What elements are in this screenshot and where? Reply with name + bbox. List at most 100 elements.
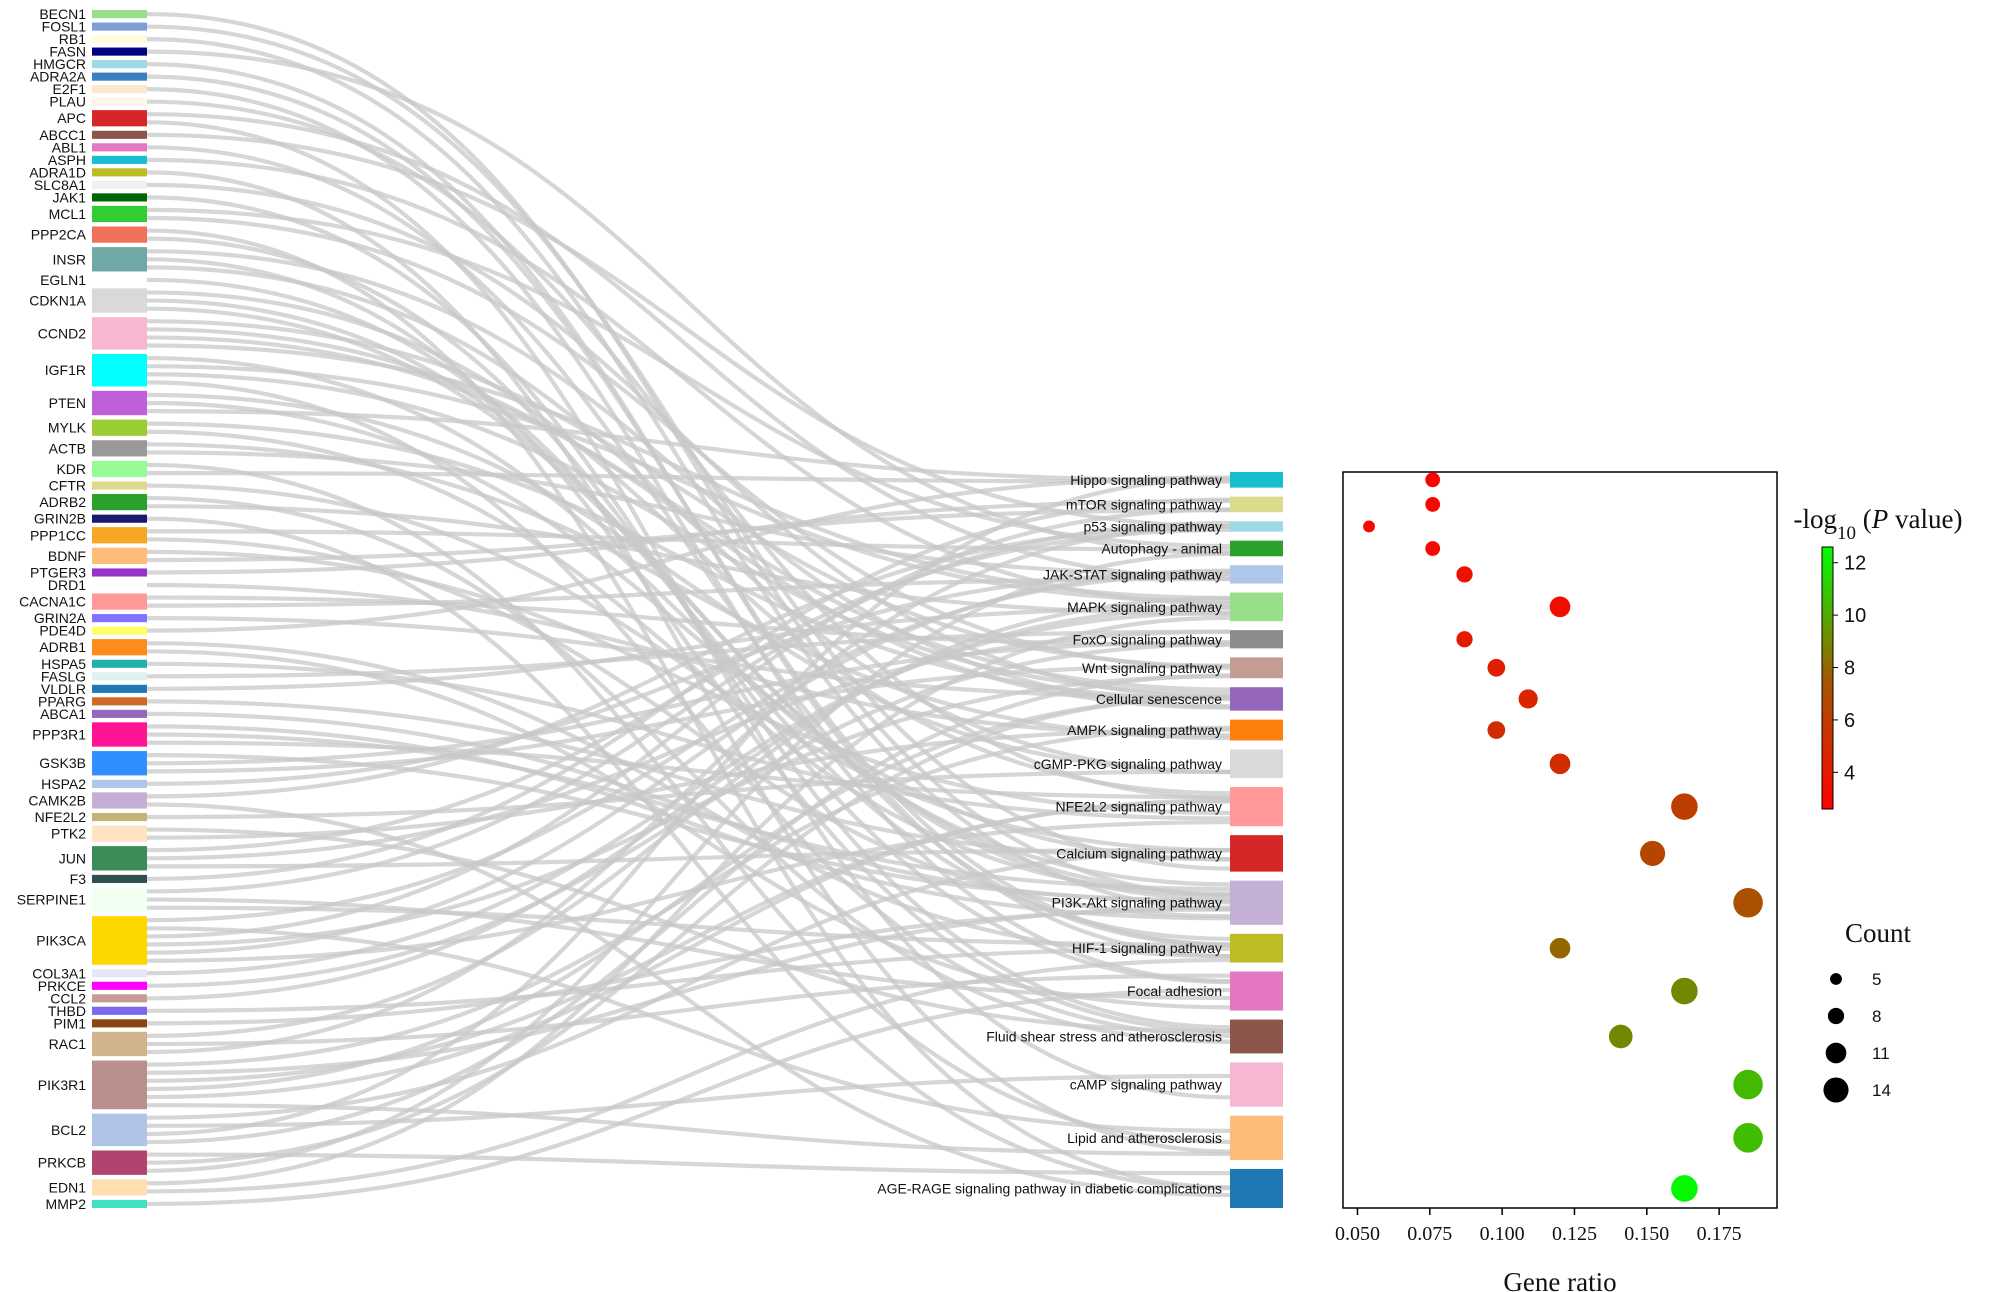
gene-node-ppp3r1 xyxy=(92,722,147,747)
gene-node-adra1d xyxy=(92,168,147,177)
color-tick-label: 12 xyxy=(1844,553,1866,575)
x-tick-label: 0.175 xyxy=(1697,1223,1742,1245)
pathway-node-mtor-signaling-pathway xyxy=(1230,496,1283,513)
pathway-label-calcium-signaling-pathway: Calcium signaling pathway xyxy=(1056,845,1222,861)
gene-node-actb xyxy=(92,440,147,457)
gene-label-rb1: RB1 xyxy=(59,31,86,47)
gene-node-bcl2 xyxy=(92,1113,147,1147)
pathway-label-mapk-signaling-pathway: MAPK signaling pathway xyxy=(1067,599,1222,615)
pathway-label-lipid-and-atherosclerosis: Lipid and atherosclerosis xyxy=(1067,1130,1222,1146)
gene-node-ccl2 xyxy=(92,994,147,1003)
dot-age-rage-signaling-pathway-in-diabetic-complications xyxy=(1671,1175,1698,1202)
sankey-link xyxy=(146,498,1231,575)
pathway-label-cgmp-pkg-signaling-pathway: cGMP-PKG signaling pathway xyxy=(1034,756,1222,772)
sankey-link xyxy=(146,848,1231,1120)
color-tick-label: 4 xyxy=(1844,762,1855,784)
sankey-link xyxy=(146,1103,1231,1156)
gene-label-nfe2l2: NFE2L2 xyxy=(35,809,87,825)
pathway-node-hif-1-signaling-pathway xyxy=(1230,933,1283,963)
pathway-label-autophagy-animal: Autophagy - animal xyxy=(1101,540,1222,556)
sankey-link xyxy=(146,516,1231,1191)
gene-node-hmgcr xyxy=(92,60,147,69)
gene-node-pik3r1 xyxy=(92,1060,147,1110)
gene-label-ppp1cc: PPP1CC xyxy=(30,527,86,543)
sankey-link xyxy=(146,132,1231,529)
pathway-node-wnt-signaling-pathway xyxy=(1230,657,1283,679)
gene-nodes: BECN1FOSL1RB1FASNHMGCRADRA2AE2F1PLAUAPCA… xyxy=(17,6,147,1212)
sankey-link xyxy=(146,145,1231,948)
sankey-link xyxy=(146,475,1231,633)
gene-label-camk2b: CAMK2B xyxy=(28,792,86,808)
gene-label-abl1: ABL1 xyxy=(52,139,86,155)
gene-label-abca1: ABCA1 xyxy=(40,706,86,722)
x-axis-ticks: 0.050 0.075 0.100 0.125 0.150 0.175 xyxy=(1335,1208,1742,1245)
gene-node-pde4d xyxy=(92,626,147,635)
sankey-link xyxy=(146,615,1231,1186)
gene-label-mmp2: MMP2 xyxy=(46,1196,87,1212)
gene-node-egln1 xyxy=(92,275,147,284)
gene-label-actb: ACTB xyxy=(49,440,86,456)
sankey-links xyxy=(146,11,1231,1207)
pathway-node-foxo-signaling-pathway xyxy=(1230,630,1283,649)
gene-node-e2f1 xyxy=(92,85,147,94)
gene-node-pparg xyxy=(92,697,147,706)
sankey-link xyxy=(146,673,1231,1145)
gene-node-mylk xyxy=(92,419,147,436)
gene-label-gsk3b: GSK3B xyxy=(39,755,86,771)
dot-cellular-senescence xyxy=(1518,689,1538,709)
sankey-link xyxy=(146,507,1231,939)
dots xyxy=(1363,472,1763,1202)
gene-label-ppp3r1: PPP3R1 xyxy=(32,727,86,743)
gene-node-drd1 xyxy=(92,580,147,590)
sankey-link xyxy=(146,521,1231,894)
gene-node-cftr xyxy=(92,481,147,490)
x-tick-label: 0.050 xyxy=(1335,1223,1380,1245)
gene-node-asph xyxy=(92,155,147,164)
gene-label-abcc1: ABCC1 xyxy=(39,127,86,143)
gene-node-adrb2 xyxy=(92,494,147,511)
gene-label-mylk: MYLK xyxy=(48,420,87,436)
pathway-node-autophagy-animal xyxy=(1230,540,1283,557)
pathway-node-cgmp-pkg-signaling-pathway xyxy=(1230,749,1283,779)
gene-node-f3 xyxy=(92,874,147,883)
pathway-label-foxo-signaling-pathway: FoxO signaling pathway xyxy=(1073,631,1222,647)
pathway-label-cellular-senescence: Cellular senescence xyxy=(1096,691,1222,707)
sankey-link xyxy=(146,470,1231,484)
dot-jak-stat-signaling-pathway xyxy=(1456,566,1473,583)
gene-node-ppp1cc xyxy=(92,527,147,544)
gene-node-grin2b xyxy=(92,514,147,523)
pathway-node-cellular-senescence xyxy=(1230,687,1283,711)
sankey-link xyxy=(146,576,1231,608)
dot-p53-signaling-pathway xyxy=(1363,520,1375,533)
gene-node-adrb1 xyxy=(92,639,147,656)
pathway-node-age-rage-signaling-pathway-in-diabetic-complications xyxy=(1230,1168,1283,1208)
gene-node-camk2b xyxy=(92,792,147,809)
sankey-link xyxy=(146,409,1231,483)
sankey-link xyxy=(146,327,1231,710)
gene-node-rac1 xyxy=(92,1031,147,1057)
dot-ampk-signaling-pathway xyxy=(1487,721,1506,739)
gene-node-ptger3 xyxy=(92,568,147,577)
gene-label-ppp2ca: PPP2CA xyxy=(31,227,87,243)
gene-label-pde4d: PDE4D xyxy=(39,623,86,639)
gene-label-pparg: PPARG xyxy=(38,693,86,709)
gene-node-jun xyxy=(92,846,147,871)
gene-label-insr: INSR xyxy=(53,251,86,267)
gene-label-ccl2: CCL2 xyxy=(50,990,86,1006)
gene-label-serpine1: SERPINE1 xyxy=(17,892,86,908)
sankey-link xyxy=(146,157,1231,606)
gene-node-nfe2l2 xyxy=(92,812,147,822)
pathway-label-ampk-signaling-pathway: AMPK signaling pathway xyxy=(1067,722,1222,738)
dot-lipid-and-atherosclerosis xyxy=(1733,1123,1763,1153)
gene-label-slc8a1: SLC8A1 xyxy=(34,177,86,193)
gene-label-pten: PTEN xyxy=(49,395,86,411)
gene-label-grin2b: GRIN2B xyxy=(34,511,86,527)
gene-label-kdr: KDR xyxy=(56,461,86,477)
gene-node-adra2a xyxy=(92,72,147,81)
gene-label-adrb2: ADRB2 xyxy=(39,494,86,510)
sankey-link xyxy=(146,973,1231,1047)
plot-frame xyxy=(1342,471,1778,1209)
gene-ratio-dot-plot: 0.050 0.075 0.100 0.125 0.150 0.175 Gene rati… xyxy=(1335,471,1778,1292)
gene-node-becn1 xyxy=(92,10,147,19)
pathway-node-p53-signaling-pathway xyxy=(1230,521,1283,532)
